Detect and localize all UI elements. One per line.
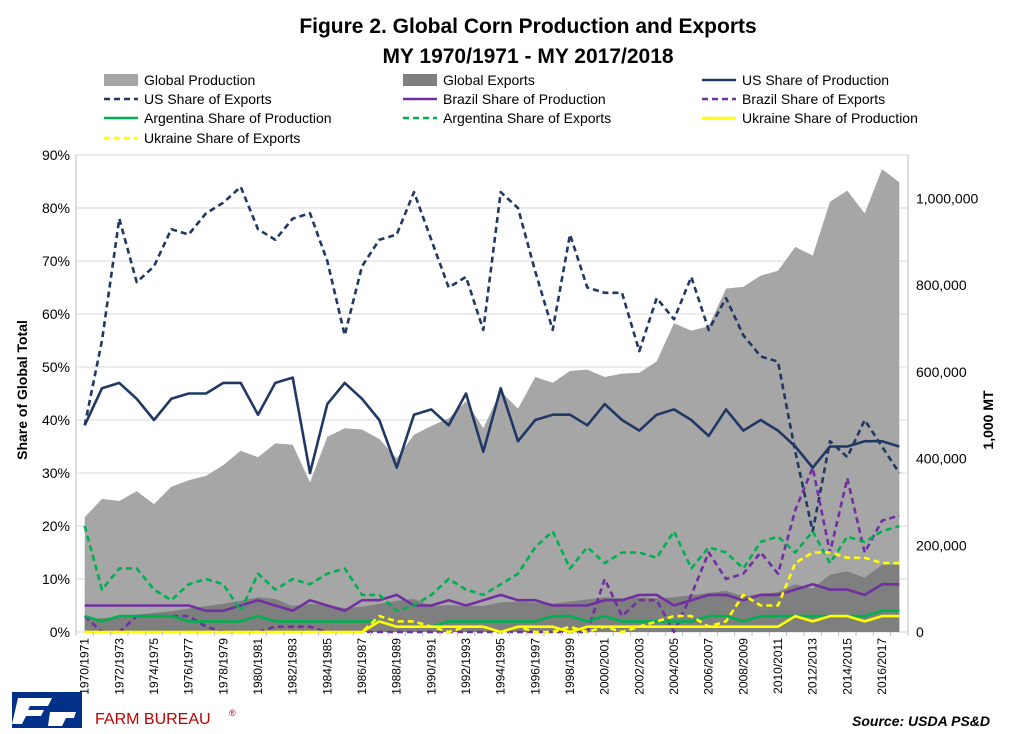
x-tick-label: 1986/1987	[355, 638, 369, 695]
x-tick-label: 2006/2007	[702, 638, 716, 695]
legend-item: Ukraine Share of Exports	[104, 130, 300, 146]
y-tick-label: 20%	[42, 518, 70, 534]
x-tick-label: 2000/2001	[598, 638, 612, 695]
legend-label: Argentina Share of Exports	[443, 110, 611, 126]
line-ukraine-share-of-exports	[84, 551, 900, 634]
legend-item: Brazil Share of Exports	[702, 91, 885, 107]
legend-label: Global Production	[144, 72, 255, 88]
x-tick-label: 1990/1991	[424, 638, 438, 695]
legend-item: Brazil Share of Production	[403, 91, 606, 107]
line-argentina-share-of-exports	[83, 524, 900, 613]
brand-registered-mark: ®	[229, 708, 236, 718]
y-tick-label: 30%	[42, 465, 70, 481]
legend-label: US Share of Exports	[144, 91, 272, 107]
y2-tick-label: 600,000	[916, 364, 967, 380]
legend-swatch	[403, 74, 437, 86]
legend-label: Ukraine Share of Exports	[144, 130, 300, 146]
y-axis-label: Share of Global Total	[14, 320, 30, 460]
x-tick-label: 1994/1995	[494, 638, 508, 695]
x-tick-label: 2016/2017	[875, 638, 889, 695]
x-tick-label: 1996/1997	[528, 638, 542, 695]
line-brazil-share-of-production	[84, 582, 900, 613]
line-us-share-of-exports	[83, 185, 901, 533]
legend-item: Global Exports	[403, 72, 535, 88]
chart-axes: 0% 10% 20% 30% 40% 50% 60% 70% 80% 90% 0 200,000 400…	[42, 147, 979, 695]
source-note: Source: USDA PS&D	[852, 713, 990, 729]
x-tick-label: 1974/1975	[147, 638, 161, 695]
x-tick-label: 1970/1971	[78, 638, 92, 695]
x-tick-label: 1978/1979	[216, 638, 230, 695]
y2-axis-label: 1,000 MT	[980, 390, 996, 450]
legend-label: Global Exports	[443, 72, 535, 88]
legend-item: Global Production	[104, 72, 255, 88]
line-us-share-of-production	[83, 376, 900, 475]
x-tick-label: 2004/2005	[667, 638, 681, 695]
x-tick-label: 1992/1993	[459, 638, 473, 695]
y2-tick-label: 800,000	[916, 277, 967, 293]
legend-swatch	[104, 74, 138, 86]
y-tick-label: 80%	[42, 200, 70, 216]
chart-subtitle: MY 1970/1971 - MY 2017/2018	[382, 45, 673, 68]
y2-tick-label: 200,000	[916, 537, 967, 553]
legend-item: Argentina Share of Production	[104, 110, 332, 126]
x-tick-label: 2008/2009	[736, 638, 750, 695]
y2-tick-label: 1,000,000	[916, 190, 978, 206]
x-tick-label: 1976/1977	[182, 638, 196, 695]
x-tick-label: 1998/1999	[563, 638, 577, 695]
legend-item: US Share of Exports	[104, 91, 272, 107]
chart-legend: Global Production Global Exports US Share …	[104, 72, 918, 146]
y-tick-label: 90%	[42, 147, 70, 163]
x-tick-label: 1980/1981	[251, 638, 265, 695]
x-tick-label: 2012/2013	[806, 638, 820, 695]
legend-label: US Share of Production	[742, 72, 889, 88]
x-tick-label: 1972/1973	[112, 638, 126, 695]
x-tick-label: 2014/2015	[840, 638, 854, 695]
y-tick-label: 10%	[42, 571, 70, 587]
line-argentina-share-of-production	[84, 609, 900, 629]
y-tick-label: 0%	[50, 624, 70, 640]
legend-item: Argentina Share of Exports	[403, 110, 611, 126]
farm-bureau-logo-icon	[12, 692, 82, 728]
x-tick-label: 2010/2011	[771, 638, 785, 694]
plot-area	[75, 154, 909, 634]
legend-item: Ukraine Share of Production	[702, 110, 918, 126]
y-tick-label: 60%	[42, 306, 70, 322]
y-tick-label: 50%	[42, 359, 70, 375]
area-global-production	[84, 169, 900, 633]
legend-item: US Share of Production	[702, 72, 889, 88]
y2-tick-label: 400,000	[916, 451, 967, 467]
x-tick-label: 1982/1983	[286, 638, 300, 695]
legend-label: Argentina Share of Production	[144, 110, 332, 126]
x-tick-label: 1984/1985	[320, 638, 334, 695]
y-tick-label: 70%	[42, 253, 70, 269]
chart-title: Figure 2. Global Corn Production and Exp…	[299, 15, 756, 38]
x-tick-label: 1988/1989	[390, 638, 404, 695]
legend-label: Brazil Share of Production	[443, 91, 606, 107]
x-tick-label: 2002/2003	[632, 638, 646, 695]
y2-tick-label: 0	[916, 624, 924, 640]
legend-label: Ukraine Share of Production	[742, 110, 918, 126]
legend-label: Brazil Share of Exports	[742, 91, 885, 107]
brand-name: FARM BUREAU	[95, 711, 211, 728]
y-tick-label: 40%	[42, 412, 70, 428]
area-global-exports	[84, 564, 900, 632]
